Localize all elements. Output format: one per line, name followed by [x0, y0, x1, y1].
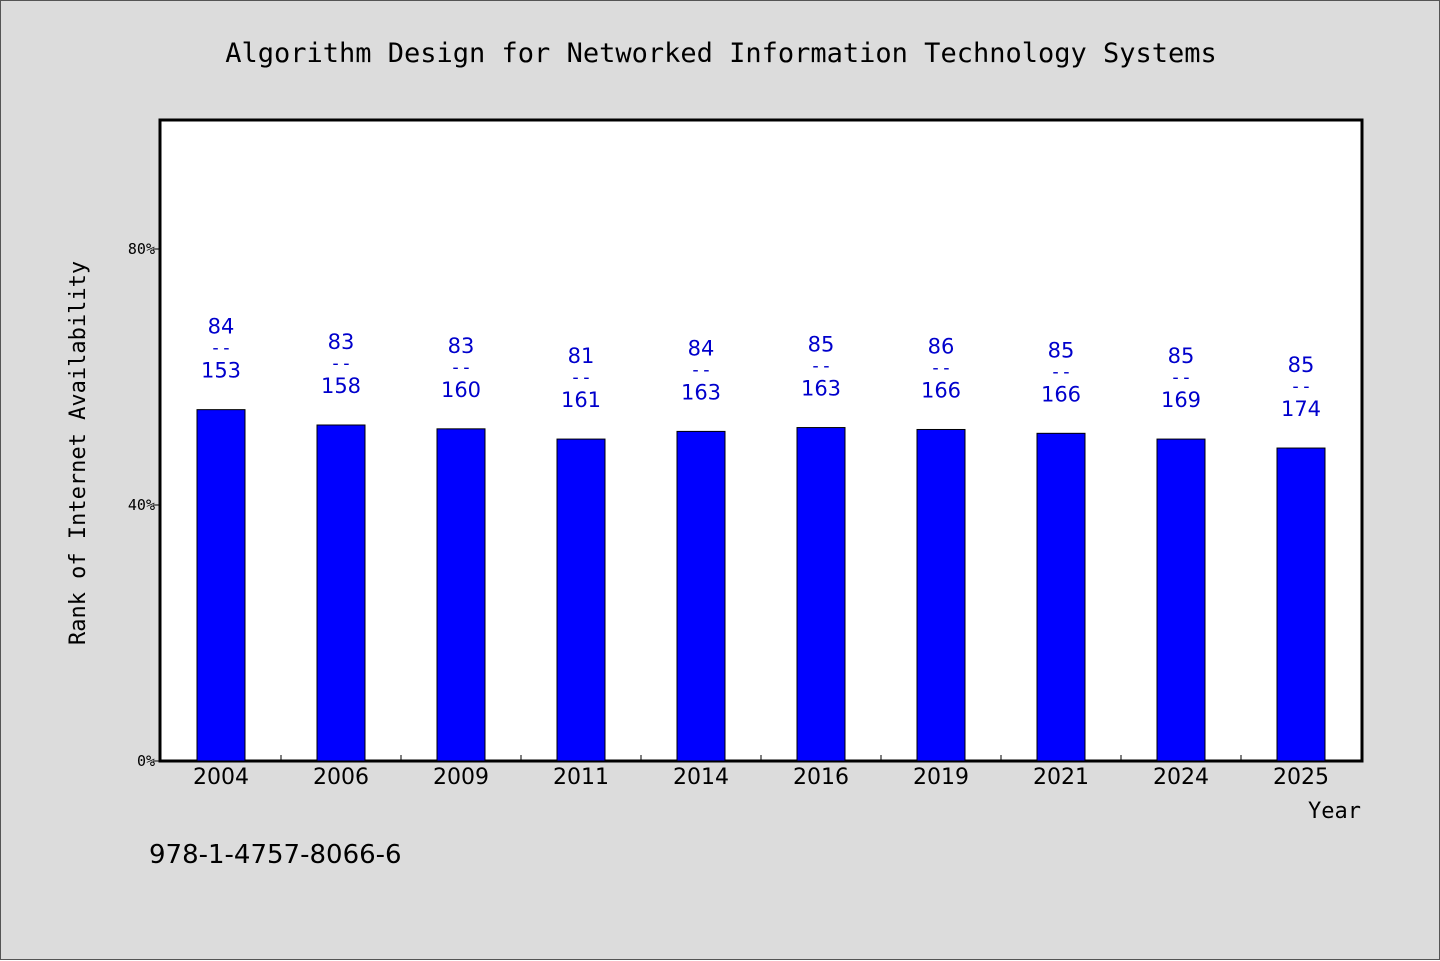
bar-label-separator: -- [1290, 376, 1312, 397]
bar-label-separator: -- [1170, 367, 1192, 388]
bar-label-bottom: 161 [561, 388, 601, 412]
x-axis-label: Year [1308, 799, 1361, 824]
bar-label-top: 85 [808, 333, 835, 357]
bar-label-top: 84 [208, 315, 235, 339]
y-axis: 0% 40% 80% [128, 240, 161, 770]
bar-2024 [1156, 438, 1206, 762]
x-tick-label: 2004 [193, 765, 249, 790]
y-axis-label: Rank of Internet Availability [66, 261, 91, 645]
bar-label-bottom: 163 [801, 377, 841, 401]
bar-label-top: 84 [688, 336, 715, 360]
bar-2019 [916, 428, 966, 762]
x-tick-label: 2011 [553, 765, 609, 790]
isbn-footer: 978-1-4757-8066-6 [149, 840, 402, 870]
bar-label-separator: -- [570, 367, 592, 388]
bar-2009 [436, 428, 486, 762]
x-tick-label: 2024 [1153, 765, 1209, 790]
chart-title: Algorithm Design for Networked Informati… [225, 38, 1217, 69]
bar-label-top: 85 [1168, 344, 1195, 368]
bar-label-top: 86 [928, 334, 955, 358]
x-tick-label: 2021 [1033, 765, 1089, 790]
bar-label-bottom: 166 [1041, 382, 1081, 406]
bar-2006 [316, 424, 366, 762]
bar-label-separator: -- [330, 353, 352, 374]
bar-2016 [796, 427, 846, 762]
x-tick-label: 2006 [313, 765, 369, 790]
x-tick-label: 2016 [793, 765, 849, 790]
bar-label-top: 81 [568, 344, 595, 368]
bar-2025 [1276, 447, 1326, 762]
bar-label-top: 85 [1288, 353, 1315, 377]
bar-label-separator: -- [1050, 361, 1072, 382]
bar-label-top: 83 [328, 330, 355, 354]
x-axis: 2004 2006 2009 2011 2014 2016 2019 2021 2024 2025 [193, 755, 1329, 790]
bar-2014 [676, 430, 726, 762]
bar-2011 [556, 438, 606, 762]
x-tick-label: 2025 [1273, 765, 1329, 790]
bar-2004 [196, 409, 246, 762]
bar-labels-group: 84--15383--15883--16081--16184--16385--1… [201, 315, 1321, 421]
bar-label-bottom: 169 [1161, 388, 1201, 412]
y-tick-label: 40% [128, 496, 155, 514]
bar-label-bottom: 160 [441, 378, 481, 402]
bar-label-separator: -- [210, 338, 232, 359]
bar-label-bottom: 166 [921, 378, 961, 402]
bars-group [196, 409, 1326, 762]
bar-2021 [1036, 432, 1086, 762]
bar-label-bottom: 153 [201, 359, 241, 383]
y-tick-label: 0% [137, 752, 155, 770]
bar-label-bottom: 174 [1281, 397, 1321, 421]
bar-label-bottom: 163 [681, 380, 721, 404]
x-tick-label: 2009 [433, 765, 489, 790]
bar-label-top: 85 [1048, 338, 1075, 362]
bar-label-separator: -- [930, 357, 952, 378]
bar-label-separator: -- [450, 357, 472, 378]
x-tick-label: 2014 [673, 765, 729, 790]
x-tick-label: 2019 [913, 765, 969, 790]
bar-label-bottom: 158 [321, 374, 361, 398]
bar-label-top: 83 [448, 334, 475, 358]
bar-label-separator: -- [810, 356, 832, 377]
y-tick-label: 80% [128, 240, 155, 258]
bar-label-separator: -- [690, 359, 712, 380]
